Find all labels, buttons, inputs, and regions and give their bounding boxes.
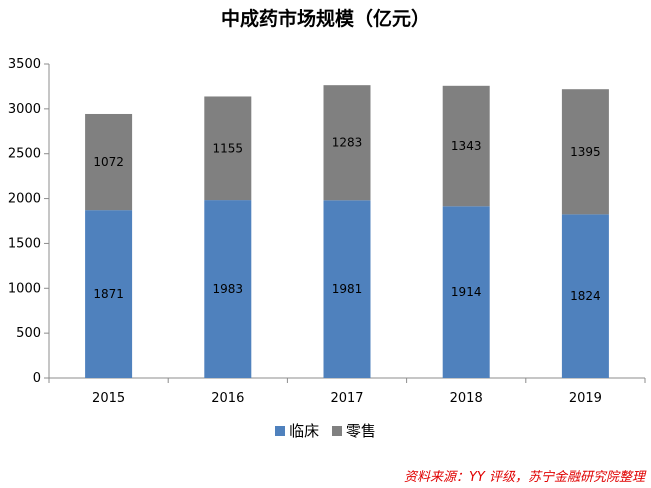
y-tick-label: 3000 <box>8 102 41 117</box>
bar-clinical-2019 <box>561 214 609 378</box>
bar-clinical-2017 <box>323 200 371 378</box>
bar-retail-2016 <box>204 96 252 201</box>
source-note: 资料来源：YY 评级，苏宁金融研究院整理 <box>403 470 645 485</box>
y-tick-label: 500 <box>16 326 41 341</box>
bar-clinical-2016 <box>204 200 252 378</box>
legend-item-retail: 零售 <box>331 420 376 441</box>
data-label-clinical-2018: 1914 <box>451 285 482 299</box>
legend-swatch-clinical <box>275 425 286 436</box>
x-tick-label: 2019 <box>569 391 602 406</box>
data-label-retail-2017: 1283 <box>332 136 363 150</box>
data-label-clinical-2015: 1871 <box>93 287 124 301</box>
y-tick-label: 2500 <box>8 147 41 162</box>
chart-bars <box>85 85 609 378</box>
legend-item-clinical: 临床 <box>275 420 319 441</box>
bar-retail-2019 <box>561 89 609 215</box>
bar-retail-2015 <box>85 113 133 211</box>
bar-retail-2018 <box>442 85 490 207</box>
bar-clinical-2015 <box>85 210 133 378</box>
y-tick-label: 1500 <box>8 236 41 251</box>
chart-title: 中成药市场规模（亿元） <box>220 8 430 30</box>
data-label-clinical-2017: 1981 <box>332 282 363 296</box>
x-tick-label: 2017 <box>330 391 363 406</box>
data-label-retail-2015: 1072 <box>93 155 124 169</box>
chart-plot: 0 500 1000 1500 2000 2500 3000 3500 2015 2016 2017… <box>8 57 646 406</box>
legend-swatch-retail <box>331 425 342 436</box>
y-tick-label: 1000 <box>8 281 41 296</box>
y-tick-label: 0 <box>33 371 41 386</box>
chart-axes: 0 500 1000 1500 2000 2500 3000 3500 2015 2016 2017… <box>8 57 646 406</box>
legend-label-retail: 零售 <box>345 422 376 440</box>
legend: 临床 零售 <box>0 420 651 441</box>
x-tick-label: 2018 <box>450 391 483 406</box>
data-label-retail-2016: 1155 <box>213 141 244 155</box>
legend-label-clinical: 临床 <box>289 422 320 440</box>
chart-data-labels: 1871 1072 1983 1155 1981 1283 1914 1343 1824 1395 <box>93 136 600 303</box>
data-label-clinical-2019: 1824 <box>570 289 601 303</box>
y-tick-label: 3500 <box>8 57 41 72</box>
data-label-retail-2018: 1343 <box>451 139 482 153</box>
data-label-clinical-2016: 1983 <box>213 282 244 296</box>
y-tick-label: 2000 <box>8 192 41 207</box>
bar-clinical-2018 <box>442 206 490 378</box>
x-tick-label: 2016 <box>211 391 244 406</box>
bar-retail-2017 <box>323 85 371 201</box>
data-label-retail-2019: 1395 <box>570 145 601 159</box>
x-tick-label: 2015 <box>92 391 125 406</box>
